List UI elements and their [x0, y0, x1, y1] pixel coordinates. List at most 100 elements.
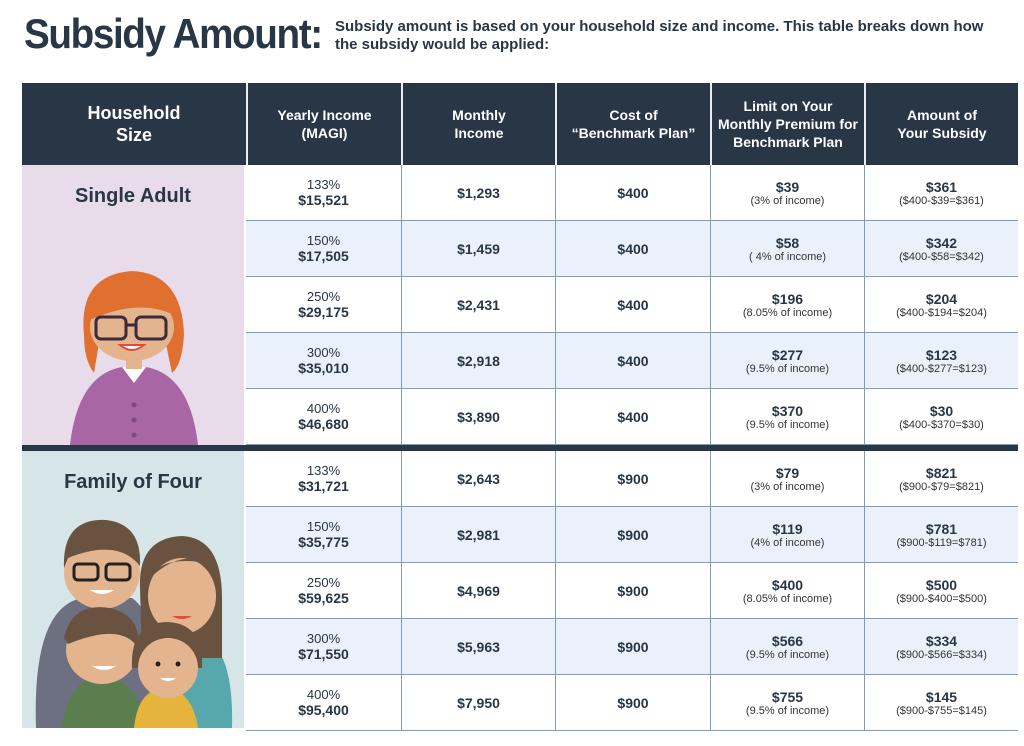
- subsidy-cell: $781 ($900-$119=$781): [864, 507, 1018, 562]
- woman-with-glasses-icon: [70, 271, 198, 445]
- yearly-income: $95,400: [298, 702, 349, 718]
- household-label: Family of Four: [64, 471, 202, 493]
- premium-limit: $755: [771, 688, 804, 705]
- subsidy-formula: ($900-$400=$500): [896, 592, 987, 605]
- yearly-income-cell: 133% $15,521: [246, 165, 401, 220]
- premium-limit-cell: $119 (4% of income): [710, 507, 864, 562]
- subsidy-table: Household Size Yearly Income (MAGI) Mont…: [22, 83, 1018, 731]
- monthly-income-cell: $3,890: [401, 389, 555, 444]
- subsidy-cell: $361 ($400-$39=$361): [864, 165, 1018, 220]
- subsidy-amount: $204: [925, 290, 958, 307]
- premium-limit-cell: $400 (8.05% of income): [710, 563, 864, 618]
- yearly-income-cell: 300% $35,010: [246, 333, 401, 388]
- poverty-percent: 150%: [306, 519, 341, 534]
- premium-limit: $277: [771, 346, 804, 363]
- yearly-income-cell: 250% $29,175: [246, 277, 401, 332]
- premium-limit: $58: [775, 234, 800, 251]
- yearly-income: $35,775: [298, 534, 349, 550]
- table-row: 150% $17,505 $1,459 $400 $58( 4% of income) $…: [246, 221, 1018, 277]
- household-label: Single Adult: [75, 185, 191, 207]
- premium-limit-cell: $566 (9.5% of income): [710, 619, 864, 674]
- premium-limit: $79: [775, 464, 800, 481]
- section-divider: [22, 445, 1018, 451]
- premium-limit-cell: $277 (9.5% of income): [710, 333, 864, 388]
- benchmark-cost: $900: [617, 526, 649, 543]
- poverty-percent: 300%: [306, 345, 341, 360]
- yearly-income: $31,721: [298, 478, 349, 494]
- benchmark-cost: $400: [617, 184, 649, 201]
- yearly-income-cell: 400% $95,400: [246, 675, 401, 730]
- subsidy-amount: $781: [925, 520, 958, 537]
- subsidy-formula: ($400-$39=$361): [899, 194, 984, 207]
- monthly-income-cell: $5,963: [401, 619, 555, 674]
- subsidy-amount: $123: [925, 346, 958, 363]
- yearly-income-cell: 300% $71,550: [246, 619, 401, 674]
- yearly-income-cell: 150% $17,505: [246, 221, 401, 276]
- subsidy-formula: ($400-$58=$342): [899, 250, 984, 263]
- table-row: 133% $15,521 $1,293 $400 $39 (3% of income) $3…: [246, 165, 1018, 221]
- premium-limit-note: (9.5% of income): [745, 362, 830, 375]
- subsidy-cell: $145 ($900-$755=$145): [864, 675, 1018, 730]
- monthly-income-cell: $1,459: [401, 221, 555, 276]
- monthly-income-cell: $4,969: [401, 563, 555, 618]
- subsidy-formula: ($900-$566=$334): [896, 648, 987, 661]
- poverty-percent: 300%: [306, 631, 341, 646]
- premium-limit-cell: $79 (3% of income): [710, 451, 864, 506]
- table-row: 400% $95,400 $7,950 $900 $755 (9.5% of income…: [246, 675, 1018, 731]
- household-cell: Single Adult: [22, 165, 246, 445]
- premium-limit-cell: $370 (9.5% of income): [710, 389, 864, 444]
- yearly-income-cell: 400% $46,680: [246, 389, 401, 444]
- section-single-adult: Single Adult 133% $15,521 $1,293 $400 $39 (3%…: [22, 165, 1018, 445]
- table-header: Household Size Yearly Income (MAGI) Mont…: [22, 83, 1018, 165]
- benchmark-cost-cell: $400: [555, 277, 710, 332]
- column-header: Cost of “Benchmark Plan”: [555, 83, 710, 165]
- table-row: 400% $46,680 $3,890 $400 $370 (9.5% of income…: [246, 389, 1018, 445]
- premium-limit: $196: [771, 290, 804, 307]
- monthly-income: $3,890: [457, 408, 500, 425]
- poverty-percent: 250%: [306, 575, 341, 590]
- subsidy-formula: ($400-$277=$123): [896, 362, 987, 375]
- monthly-income-cell: $2,918: [401, 333, 555, 388]
- monthly-income: $2,918: [457, 352, 500, 369]
- monthly-income-cell: $2,431: [401, 277, 555, 332]
- premium-limit: $39: [775, 178, 800, 195]
- monthly-income: $7,950: [457, 694, 500, 711]
- monthly-income: $2,431: [457, 296, 500, 313]
- table-row: 150% $35,775 $2,981 $900 $119 (4% of income) $…: [246, 507, 1018, 563]
- premium-limit: $566: [771, 632, 804, 649]
- poverty-percent: 133%: [306, 177, 341, 192]
- monthly-income: $4,969: [457, 582, 500, 599]
- column-header: Yearly Income (MAGI): [246, 83, 401, 165]
- premium-limit-cell: $58( 4% of income): [710, 221, 864, 276]
- benchmark-cost: $900: [617, 470, 649, 487]
- monthly-income: $2,643: [457, 470, 500, 487]
- subsidy-cell: $334 ($900-$566=$334): [864, 619, 1018, 674]
- table-row: 133% $31,721 $2,643 $900 $79 (3% of income) $8…: [246, 451, 1018, 507]
- benchmark-cost-cell: $900: [555, 451, 710, 506]
- yearly-income: $71,550: [298, 646, 349, 662]
- subsidy-cell: $204 ($400-$194=$204): [864, 277, 1018, 332]
- monthly-income: $5,963: [457, 638, 500, 655]
- page-subtitle: Subsidy amount is based on your househol…: [335, 18, 984, 53]
- monthly-income-cell: $1,293: [401, 165, 555, 220]
- benchmark-cost: $900: [617, 638, 649, 655]
- premium-limit-note: (9.5% of income): [745, 648, 830, 661]
- subsidy-cell: $30 ($400-$370=$30): [864, 389, 1018, 444]
- premium-limit-note: (3% of income): [750, 480, 825, 493]
- yearly-income-cell: 133% $31,721: [246, 451, 401, 506]
- benchmark-cost-cell: $900: [555, 507, 710, 562]
- monthly-income-cell: $2,981: [401, 507, 555, 562]
- benchmark-cost: $900: [617, 582, 649, 599]
- subsidy-amount: $30: [929, 402, 954, 419]
- yearly-income: $17,505: [298, 248, 349, 264]
- yearly-income: $59,625: [298, 590, 349, 606]
- rows-single-adult: 133% $15,521 $1,293 $400 $39 (3% of income) $3…: [246, 165, 1018, 445]
- subsidy-amount: $342: [925, 234, 958, 251]
- yearly-income-cell: 150% $35,775: [246, 507, 401, 562]
- table-row: 250% $29,175 $2,431 $400 $196 (8.05% of incom…: [246, 277, 1018, 333]
- column-header: Household Size: [87, 103, 181, 145]
- benchmark-cost: $900: [617, 694, 649, 711]
- poverty-percent: 250%: [306, 289, 341, 304]
- premium-limit-note: ( 4% of income): [748, 250, 827, 263]
- poverty-percent: 133%: [306, 463, 341, 478]
